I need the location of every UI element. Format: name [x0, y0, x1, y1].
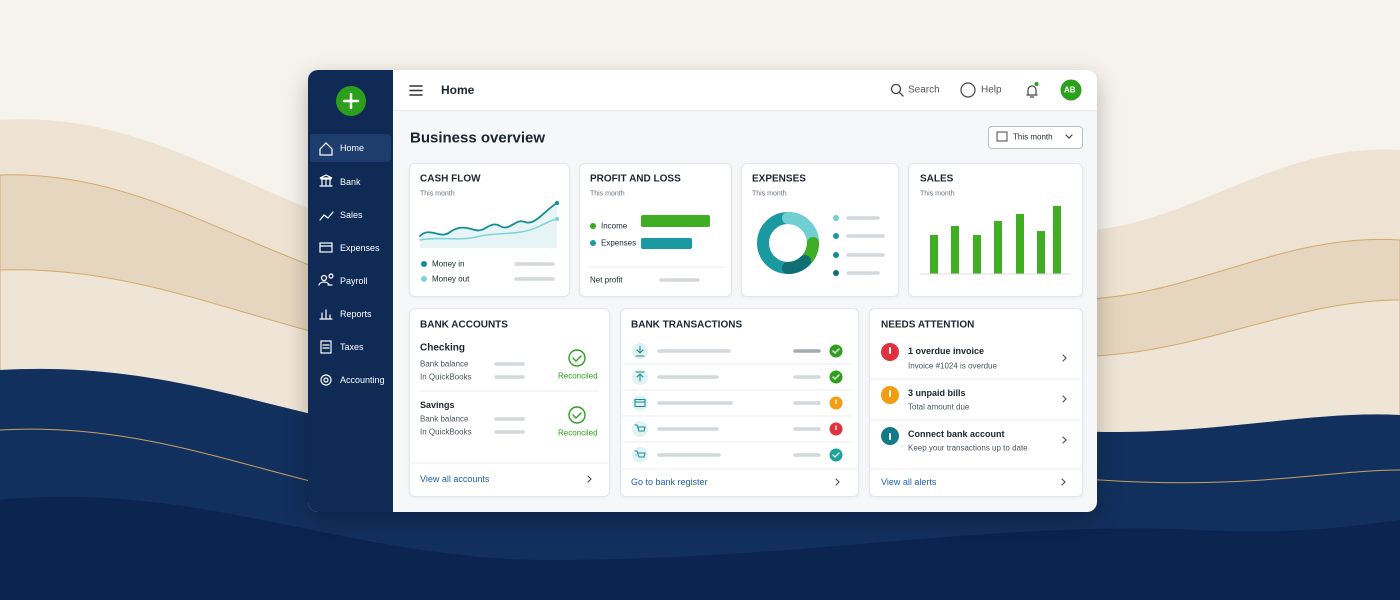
alert-detail: Invoice #1024 is overdue [908, 361, 997, 371]
alert-title[interactable]: Connect bank account [908, 429, 1005, 439]
card-subtitle: This month [752, 190, 787, 198]
card-title: NEEDS ATTENTION [881, 319, 975, 331]
topbar [393, 70, 1097, 111]
account-row: Bank balance [420, 414, 469, 424]
profit-loss-card [579, 163, 732, 297]
legend: Money out [432, 274, 470, 284]
net-profit: Net profit [590, 275, 623, 285]
nav-item[interactable]: Payroll [340, 276, 368, 286]
card-title: BANK ACCOUNTS [420, 319, 508, 331]
alert-detail: Total amount due [908, 402, 970, 412]
nav-item[interactable]: Taxes [340, 342, 364, 352]
card-subtitle: This month [420, 190, 455, 198]
card-subtitle: This month [920, 190, 955, 198]
legend: Income [601, 221, 628, 231]
alert-title[interactable]: 1 overdue invoice [908, 346, 985, 356]
period[interactable]: This month [1013, 132, 1053, 142]
link[interactable]: Go to bank register [631, 477, 708, 487]
account-name: Checking [420, 342, 466, 354]
alert-detail: Keep your transactions up to date [908, 443, 1028, 453]
account-name: Savings [420, 400, 455, 410]
period-dropdown[interactable] [988, 126, 1083, 149]
bank-transactions-card [620, 308, 859, 497]
card-title: CASH FLOW [420, 173, 481, 185]
help[interactable]: Help [981, 84, 1002, 96]
legend: Money in [432, 259, 465, 269]
nav-item[interactable]: Home [340, 143, 365, 153]
card-title: SALES [920, 173, 954, 185]
overview-title: Business overview [410, 129, 546, 147]
alert-title[interactable]: 3 unpaid bills [908, 388, 966, 398]
link[interactable]: View all accounts [420, 474, 490, 484]
nav-item[interactable]: Sales [340, 210, 363, 220]
card-title: PROFIT AND LOSS [590, 173, 681, 185]
nav-item[interactable]: Accounting [340, 375, 385, 385]
avatar[interactable]: AB [1064, 85, 1076, 95]
account-row: In QuickBooks [420, 372, 472, 382]
nav-item[interactable]: Expenses [340, 243, 380, 253]
card-title: EXPENSES [752, 173, 806, 185]
card-title: BANK TRANSACTIONS [631, 319, 743, 331]
status: Reconciled [558, 428, 598, 438]
legend: Expenses [601, 238, 637, 248]
search[interactable]: Search [908, 84, 940, 96]
nav-item[interactable]: Reports [340, 309, 372, 319]
card-subtitle: This month [590, 190, 625, 198]
account-row: Bank balance [420, 359, 469, 369]
page-title: Home [441, 83, 475, 97]
status: Reconciled [558, 371, 598, 381]
account-row: In QuickBooks [420, 427, 472, 437]
link[interactable]: View all alerts [881, 477, 937, 487]
nav-item[interactable]: Bank [340, 177, 361, 187]
needs-attention-card [869, 308, 1083, 497]
